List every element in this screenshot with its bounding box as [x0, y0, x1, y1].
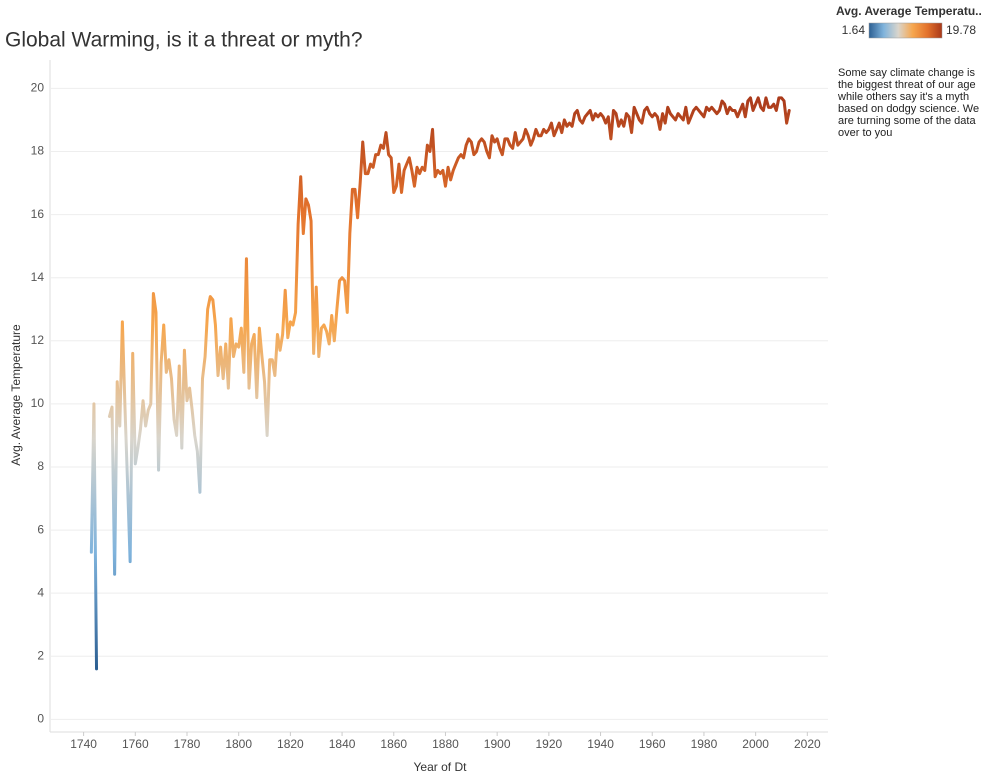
y-tick-label: 16 [31, 207, 45, 221]
y-tick-label: 14 [31, 270, 45, 284]
temperature-line [89, 402, 99, 671]
x-tick-label: 1860 [380, 737, 407, 751]
x-axis-label: Year of Dt [414, 760, 468, 774]
legend-title: Avg. Average Temperatu.. [836, 4, 982, 18]
annotation: Some say climate change is the biggest t… [838, 67, 980, 139]
y-tick-label: 18 [31, 144, 45, 158]
x-tick-label: 1900 [484, 737, 511, 751]
y-tick-label: 8 [37, 459, 44, 473]
legend-max: 19.78 [946, 23, 976, 37]
y-tick-label: 4 [37, 585, 44, 599]
x-tick-label: 2020 [794, 737, 821, 751]
x-tick-label: 1740 [70, 737, 97, 751]
y-axis-label: Avg. Average Temperature [9, 324, 23, 466]
y-tick-label: 0 [37, 712, 44, 726]
x-tick-label: 1940 [587, 737, 614, 751]
x-tick-label: 1840 [329, 737, 356, 751]
legend-min: 1.64 [842, 23, 866, 37]
y-tick-label: 6 [37, 522, 44, 536]
x-tick-label: 2000 [742, 737, 769, 751]
x-tick-label: 1880 [432, 737, 459, 751]
x-tick-label: 1960 [639, 737, 666, 751]
temperature-line [107, 96, 791, 576]
x-tick-label: 1760 [122, 737, 149, 751]
y-tick-label: 20 [31, 81, 45, 95]
x-tick-label: 1820 [277, 737, 304, 751]
x-tick-label: 1800 [225, 737, 252, 751]
y-tick-label: 12 [31, 333, 45, 347]
x-tick-label: 1920 [535, 737, 562, 751]
x-tick-label: 1780 [174, 737, 201, 751]
y-tick-label: 2 [37, 648, 44, 662]
legend-color-ramp [868, 22, 943, 39]
y-tick-label: 10 [31, 396, 45, 410]
x-tick-label: 1980 [691, 737, 718, 751]
chart-title: Global Warming, is it a threat or myth? [5, 29, 363, 52]
